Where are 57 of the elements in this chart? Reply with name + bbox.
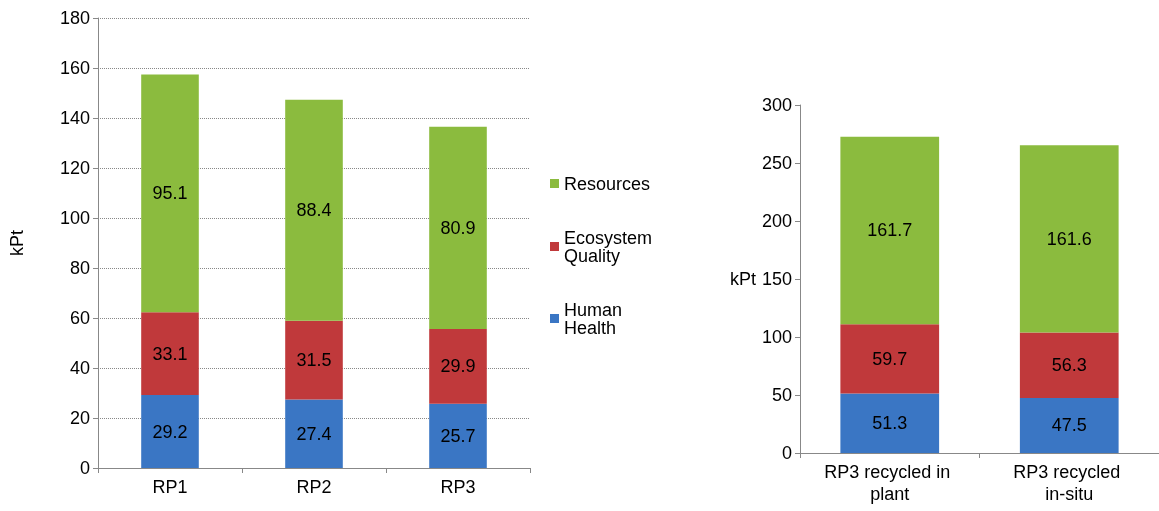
y-tick-label: 0: [79, 458, 90, 478]
data-label: 95.1: [152, 183, 188, 204]
bar: [1019, 332, 1119, 398]
bar: [840, 393, 940, 453]
data-label: 25.7: [440, 425, 476, 446]
data-label: 33.1: [152, 343, 188, 364]
y-tick-label: 0: [781, 443, 792, 463]
data-label: 161.7: [867, 220, 913, 241]
y-tick-label: 120: [59, 158, 90, 178]
data-label: 29.9: [440, 356, 476, 377]
bar: [285, 99, 343, 321]
bar: [1019, 145, 1119, 333]
y-tick-label: 20: [69, 408, 90, 428]
data-label: 80.9: [440, 217, 476, 238]
data-label: 56.3: [1051, 355, 1087, 376]
bar: [285, 320, 343, 400]
y-tick-label: 180: [59, 8, 90, 28]
y-tick-label: 250: [761, 153, 792, 173]
y-tick-label: 160: [59, 58, 90, 78]
data-label: 31.5: [296, 350, 332, 371]
y-tick-label: 80: [69, 258, 90, 278]
y-tick-label: 60: [69, 308, 90, 328]
bar: [285, 399, 343, 468]
data-label: 59.7: [872, 348, 908, 369]
x-tick-label: RP1: [152, 477, 188, 497]
data-label: 47.5: [1051, 415, 1087, 436]
y-tick-label: 100: [761, 327, 792, 347]
x-tick-label: RP3 recycled in-situ: [1013, 462, 1126, 504]
x-tick-label: RP3: [440, 477, 476, 497]
bar: [141, 74, 199, 313]
y-axis-title: kPt: [7, 229, 27, 257]
legend-label: Resources: [564, 173, 651, 194]
y-tick-label: 300: [761, 95, 792, 115]
bar: [429, 126, 487, 329]
data-label: 51.3: [872, 413, 908, 434]
data-label: 88.4: [296, 200, 332, 221]
bar: [840, 324, 940, 394]
bar: [141, 395, 199, 468]
y-tick-label: 50: [771, 385, 792, 405]
legend-label: Ecosystem Quality: [564, 227, 658, 266]
y-axis-title: kPt: [730, 269, 757, 289]
x-tick-label: RP2: [296, 477, 332, 497]
bar: [141, 312, 199, 395]
bar: [429, 403, 487, 468]
y-tick-label: 140: [59, 108, 90, 128]
y-tick-label: 40: [69, 358, 90, 378]
data-label: 161.6: [1046, 228, 1092, 249]
x-tick-label: RP3 recycled in plant: [824, 462, 956, 504]
data-label: 27.4: [296, 423, 332, 444]
y-tick-label: 150: [761, 269, 792, 289]
y-tick-label: 100: [59, 208, 90, 228]
data-label: 29.2: [152, 421, 188, 442]
legend-label: Human Health: [564, 299, 628, 338]
y-tick-label: 200: [761, 211, 792, 231]
bar: [429, 329, 487, 404]
bar: [1019, 397, 1119, 453]
bar: [840, 136, 940, 325]
